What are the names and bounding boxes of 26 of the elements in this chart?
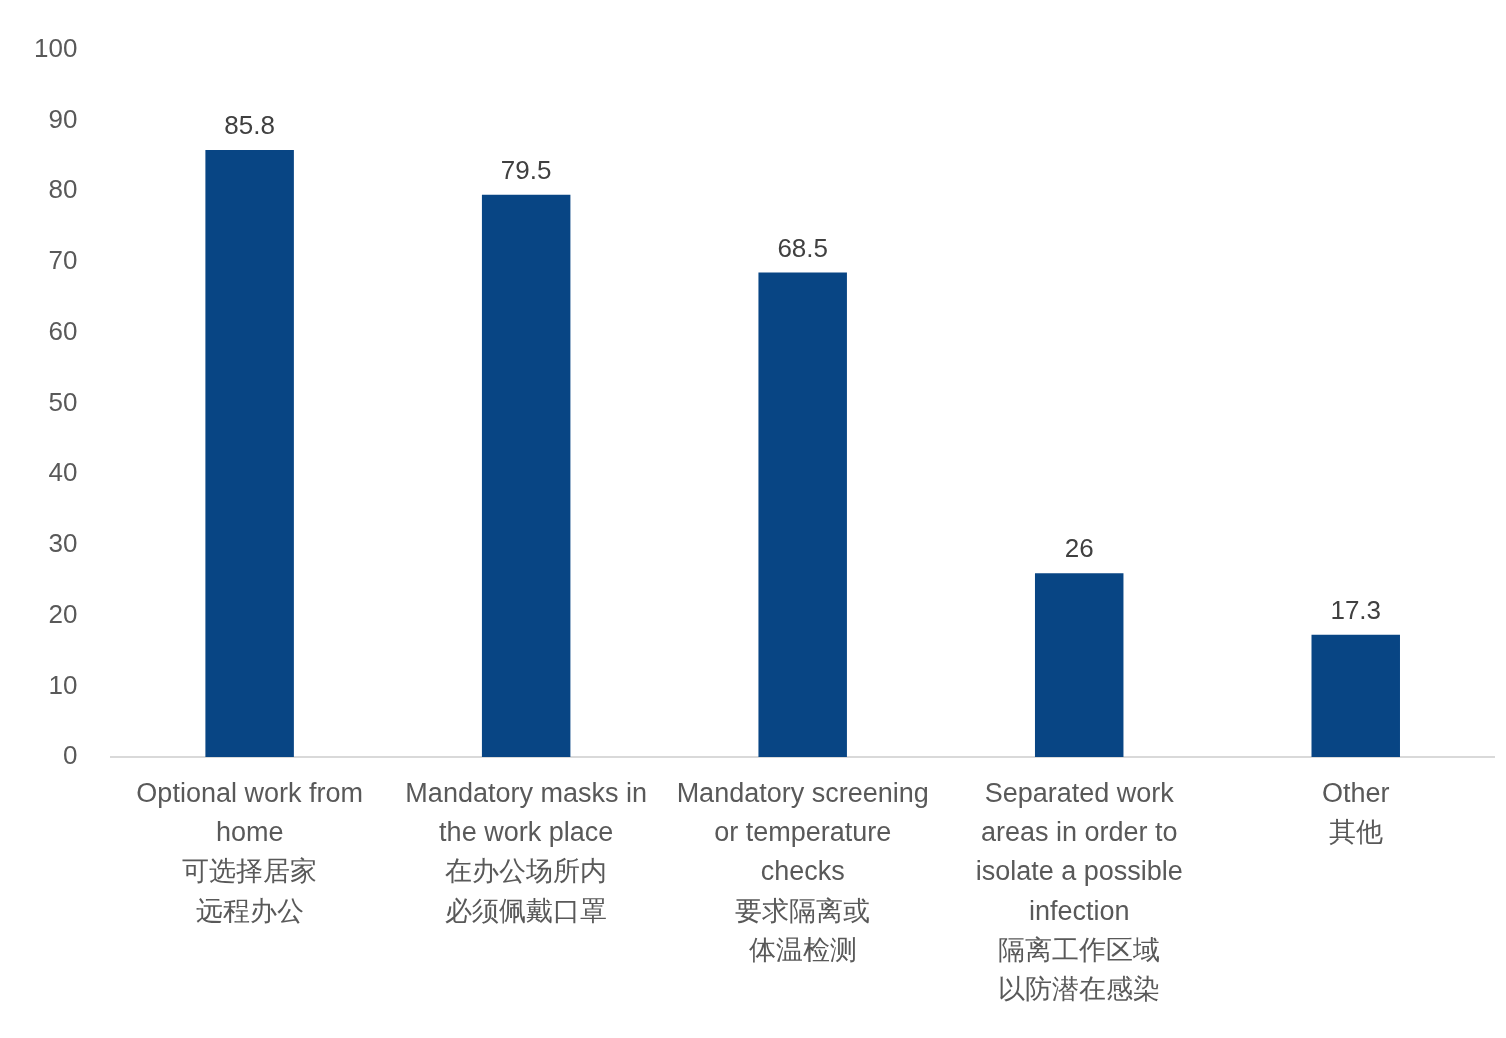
y-tick-label: 90 bbox=[48, 103, 78, 134]
y-tick-label: 0 bbox=[62, 740, 78, 771]
bar bbox=[758, 272, 847, 758]
data-label: 17.3 bbox=[1330, 594, 1382, 625]
data-label: 79.5 bbox=[500, 154, 552, 185]
y-tick-label: 50 bbox=[48, 386, 78, 417]
x-tick-label: Optional work from home 可选择居家远程办公 bbox=[136, 778, 363, 926]
y-tick-label: 100 bbox=[33, 32, 78, 63]
y-tick-label: 60 bbox=[48, 315, 78, 346]
bar bbox=[1034, 573, 1124, 758]
y-tick-label: 30 bbox=[48, 528, 78, 559]
y-tick-label: 20 bbox=[48, 598, 78, 629]
bar bbox=[1311, 634, 1400, 758]
y-tick-label: 80 bbox=[48, 174, 78, 205]
x-tick-label: Mandatory screening or temperature checks 要求隔离或体温检测 bbox=[676, 778, 929, 965]
data-label: 26 bbox=[1064, 533, 1094, 564]
data-label: 85.8 bbox=[224, 110, 275, 141]
bar bbox=[481, 194, 571, 758]
data-label: 68.5 bbox=[777, 232, 828, 263]
y-tick-label: 10 bbox=[48, 669, 78, 700]
x-tick-label: Mandatory masks in the work place 在办公场所内必须佩戴口罩 bbox=[405, 778, 647, 926]
y-tick-label: 70 bbox=[48, 245, 78, 276]
y-tick-label: 40 bbox=[48, 457, 78, 488]
bar bbox=[205, 150, 294, 758]
x-tick-label: Other 其他 bbox=[1321, 778, 1390, 848]
x-tick-label: Separated work areas in order to isolate a possible infection 隔离工作区域以防潜在感染 bbox=[975, 778, 1183, 1004]
